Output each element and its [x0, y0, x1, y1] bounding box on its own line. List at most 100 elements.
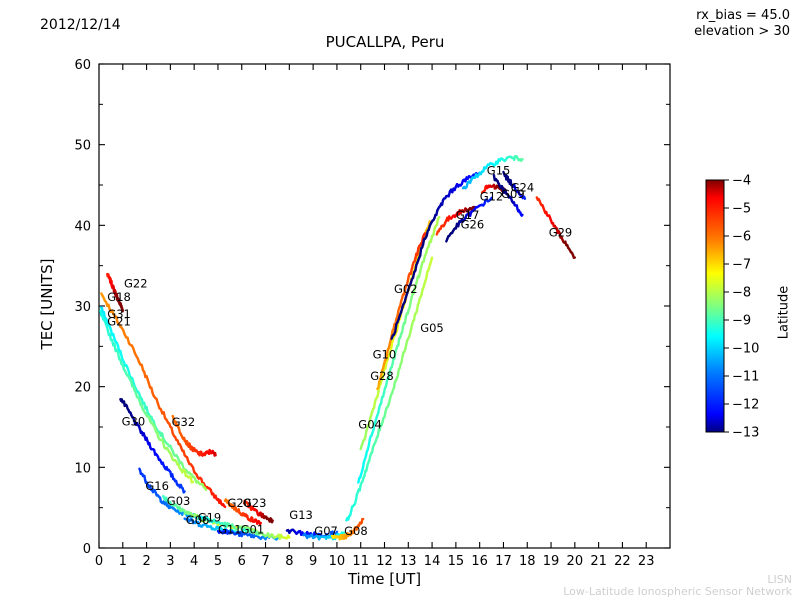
series-label-g01: G01 — [241, 523, 265, 537]
colorbar-tick-label: −11 — [732, 370, 759, 385]
series-segment — [520, 213, 524, 217]
colorbar-gradient — [705, 179, 725, 433]
x-tick-label: 0 — [95, 554, 103, 569]
data-series-g21 — [99, 309, 195, 484]
series-segment — [335, 530, 339, 535]
data-series-g23 — [242, 499, 274, 524]
colorbar-tick-label: −6 — [732, 230, 751, 245]
page-title: PUCALLPA, Peru — [325, 33, 445, 51]
data-series-g02 — [376, 232, 427, 390]
series-label-g28: G28 — [370, 369, 394, 383]
colorbar-tick-label: −13 — [732, 426, 759, 441]
data-series-g29 — [535, 196, 577, 259]
x-tick-label: 1 — [119, 554, 127, 569]
x-tick-label: 23 — [638, 554, 655, 569]
series-label-g32: G32 — [172, 415, 196, 429]
x-tick-label: 7 — [261, 554, 269, 569]
x-tick-label: 5 — [214, 554, 222, 569]
colorbar-tick-label: −5 — [732, 202, 751, 217]
data-series-g08 — [330, 517, 365, 541]
series-segment — [234, 525, 239, 529]
elevation-annotation: elevation > 30 — [694, 24, 790, 39]
colorbar-tick-label: −7 — [732, 258, 751, 273]
colorbar-tick-label: −8 — [732, 286, 751, 301]
series-segment — [394, 323, 398, 333]
data-series-g18 — [100, 292, 227, 509]
observation-date: 2012/12/14 — [40, 17, 121, 33]
data-series-g15 — [461, 154, 524, 190]
series-label-g07: G07 — [314, 524, 338, 538]
data-series-g28 — [357, 216, 441, 484]
y-tick-label: 20 — [74, 381, 91, 396]
series-label-g31: G31 — [107, 307, 131, 321]
series-label-g26: G26 — [461, 218, 485, 232]
series-label-g24: G24 — [511, 181, 535, 195]
series-label-g11: G11 — [218, 523, 242, 537]
x-tick-label: 2 — [142, 554, 150, 569]
series-label-g21: G21 — [107, 314, 131, 328]
series-segment — [258, 521, 262, 526]
data-series-g20 — [223, 498, 262, 526]
x-tick-label: 12 — [376, 554, 393, 569]
x-tick-label: 22 — [614, 554, 631, 569]
data-series-g22 — [106, 272, 124, 313]
series-label-g23: G23 — [243, 496, 267, 510]
x-axis-label: Time [UT] — [347, 570, 422, 588]
x-tick-label: 9 — [309, 554, 317, 569]
series-segment — [436, 216, 441, 221]
data-series-g30 — [119, 398, 186, 494]
series-label-g03: G03 — [167, 494, 191, 508]
data-series-g06 — [183, 517, 241, 535]
x-tick-label: 8 — [285, 554, 293, 569]
x-tick-label: 13 — [400, 554, 417, 569]
series-label-g10: G10 — [373, 347, 397, 361]
series-segment — [520, 157, 524, 162]
series-label-g30: G30 — [122, 414, 146, 428]
x-tick-label: 3 — [166, 554, 174, 569]
y-tick-label: 50 — [74, 139, 91, 154]
series-label-g18: G18 — [107, 290, 131, 304]
data-series-g09 — [492, 174, 524, 217]
series-segment — [489, 196, 493, 201]
series-label-g05: G05 — [420, 321, 444, 335]
x-tick-label: 11 — [352, 554, 369, 569]
colorbar-tick-label: −10 — [732, 342, 759, 357]
series-segment — [270, 519, 274, 524]
series-segment — [182, 490, 186, 494]
series-label-g08: G08 — [344, 524, 368, 538]
colorbar-tick-label: −9 — [732, 314, 751, 329]
x-tick-label: 18 — [519, 554, 536, 569]
x-tick-label: 14 — [424, 554, 441, 569]
series-label-g29: G29 — [549, 226, 573, 240]
data-series-g17 — [435, 205, 477, 236]
data-series-g31 — [99, 306, 208, 492]
x-tick-label: 10 — [329, 554, 346, 569]
series-segment — [429, 256, 434, 263]
series-label-g06: G06 — [186, 513, 210, 527]
series-label-g04: G04 — [358, 418, 382, 432]
colorbar-tick-label: −12 — [732, 398, 759, 413]
x-tick-label: 20 — [567, 554, 584, 569]
lisn-full-name: Low-Latitude Ionospheric Sensor Network — [563, 585, 792, 598]
x-tick-label: 16 — [471, 554, 488, 569]
x-tick-label: 19 — [543, 554, 560, 569]
y-tick-label: 0 — [83, 542, 91, 557]
data-series-g04 — [345, 256, 434, 522]
lisn-acronym: LISN — [767, 573, 792, 586]
colorbar-tick-label: −4 — [732, 174, 751, 189]
series-label-g15: G15 — [487, 164, 511, 178]
data-series-g32 — [171, 414, 217, 457]
series-segment — [286, 534, 291, 539]
y-tick-label: 10 — [74, 461, 91, 476]
series-segment — [203, 486, 208, 492]
x-tick-label: 21 — [590, 554, 607, 569]
series-label-g17: G17 — [456, 208, 480, 222]
series-label-g09: G09 — [501, 187, 525, 201]
data-series-g05 — [390, 171, 481, 340]
x-tick-label: 17 — [495, 554, 512, 569]
series-label-g20: G20 — [228, 496, 252, 510]
rx-bias-annotation: rx_bias = 45.0 — [696, 8, 790, 23]
x-tick-label: 6 — [238, 554, 246, 569]
